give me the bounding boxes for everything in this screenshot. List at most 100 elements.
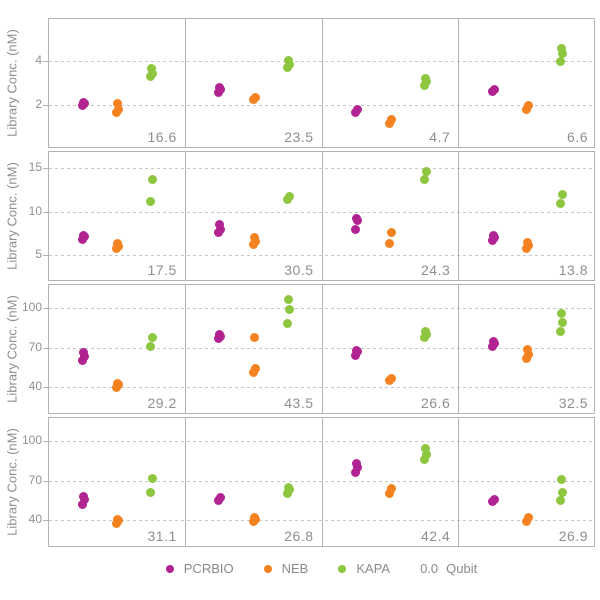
data-point-pcrbio xyxy=(216,224,226,234)
gridline xyxy=(49,520,594,522)
gridline xyxy=(49,211,594,213)
qubit-value-label: 42.4 xyxy=(421,528,451,544)
data-point-kapa xyxy=(558,189,568,199)
gridline xyxy=(49,480,594,482)
data-point-pcrbio xyxy=(352,214,362,224)
facet-panel: 26.6 xyxy=(323,285,460,413)
kapa-dot-icon xyxy=(338,564,347,573)
pcrbio-dot-icon xyxy=(165,564,174,573)
data-point-pcrbio xyxy=(77,500,87,510)
facet-panel: 13.8 xyxy=(459,152,596,280)
data-point-neb xyxy=(112,239,122,249)
data-point-pcrbio xyxy=(488,336,498,346)
facet-panel: 26.9 xyxy=(459,418,596,546)
data-point-neb xyxy=(250,92,260,102)
legend-item-kapa: KAPA xyxy=(338,561,390,576)
qubit-value-label: 31.1 xyxy=(147,528,177,544)
qubit-value-label: 13.8 xyxy=(558,262,588,278)
y-tick-label: 10 xyxy=(28,203,42,218)
qubit-value-label: 16.6 xyxy=(147,129,177,145)
data-point-kapa xyxy=(148,175,158,185)
legend-item-pcrbio: PCRBIO xyxy=(165,561,234,576)
facet-row: 16.6 23.5 4.7 6.6 xyxy=(48,18,595,148)
data-point-kapa xyxy=(284,304,294,314)
data-point-neb xyxy=(249,513,259,523)
qubit-value-label: 32.5 xyxy=(558,395,588,411)
y-tick-mark xyxy=(43,520,48,522)
data-point-kapa xyxy=(284,192,294,202)
data-point-pcrbio xyxy=(79,352,89,362)
qubit-format-value: 0.0 xyxy=(420,561,439,576)
data-point-kapa xyxy=(283,55,293,65)
data-point-pcrbio xyxy=(78,98,88,107)
data-point-pcrbio xyxy=(489,494,499,504)
facet-panel: 16.6 xyxy=(49,19,186,147)
data-point-pcrbio xyxy=(352,458,362,468)
data-point-pcrbio xyxy=(352,345,362,355)
legend-label-neb: NEB xyxy=(281,561,309,576)
data-point-neb xyxy=(249,233,259,243)
data-point-kapa xyxy=(282,489,292,499)
data-point-neb xyxy=(112,99,122,109)
data-point-kapa xyxy=(420,327,430,337)
facet-panel: 29.2 xyxy=(49,285,186,413)
data-point-kapa xyxy=(558,317,568,327)
data-point-kapa xyxy=(420,74,430,84)
y-tick-mark xyxy=(43,480,48,482)
gridline xyxy=(49,255,594,256)
facet-panel: 24.3 xyxy=(323,152,460,280)
data-point-pcrbio xyxy=(353,104,363,114)
data-point-kapa xyxy=(557,474,567,484)
data-point-pcrbio xyxy=(77,356,87,366)
data-point-kapa xyxy=(421,449,431,459)
data-point-kapa xyxy=(556,56,566,66)
data-point-kapa xyxy=(148,332,158,342)
data-point-pcrbio xyxy=(488,231,498,241)
facet-panel: 43.5 xyxy=(186,285,323,413)
y-tick-mark xyxy=(43,387,48,389)
data-point-kapa xyxy=(282,319,292,329)
data-point-neb xyxy=(523,238,533,248)
y-tick-label: 70 xyxy=(28,339,42,354)
data-point-neb xyxy=(523,344,533,354)
qubit-value-label: 23.5 xyxy=(284,129,314,145)
facet-panel: 6.6 xyxy=(459,19,596,147)
data-point-neb xyxy=(524,513,534,523)
y-tick-label: 100 xyxy=(21,432,42,447)
facet-panel: 4.7 xyxy=(323,19,460,147)
data-point-neb xyxy=(387,373,397,383)
data-point-kapa xyxy=(556,327,566,337)
data-point-neb xyxy=(524,101,534,111)
y-tick-mark xyxy=(43,211,48,213)
legend-label-pcrbio: PCRBIO xyxy=(183,561,234,576)
qubit-label: Qubit xyxy=(446,561,478,576)
data-point-kapa xyxy=(146,488,156,498)
data-point-kapa xyxy=(558,49,568,59)
qubit-value-label: 30.5 xyxy=(284,262,314,278)
legend-label-kapa: KAPA xyxy=(356,561,391,576)
y-axis-title: Library Conc. (nM) xyxy=(4,29,20,137)
gridline xyxy=(49,61,594,63)
y-tick-mark xyxy=(43,61,48,63)
data-point-pcrbio xyxy=(78,230,88,240)
gridline xyxy=(49,347,594,349)
neb-dot-icon xyxy=(263,564,272,573)
qubit-value-label: 26.6 xyxy=(421,395,451,411)
y-tick-label: 40 xyxy=(28,512,42,527)
data-point-kapa xyxy=(419,454,429,464)
y-tick-label: 15 xyxy=(28,160,42,175)
data-point-kapa xyxy=(419,175,429,185)
data-point-neb xyxy=(524,349,534,359)
data-point-kapa xyxy=(420,444,430,454)
y-tick-mark xyxy=(43,104,48,106)
y-tick-label: 100 xyxy=(21,299,42,314)
qubit-value-label: 26.8 xyxy=(284,528,314,544)
data-point-pcrbio xyxy=(351,468,361,478)
facet-row: 29.2 43.5 26.6 32.5 xyxy=(48,284,595,414)
facet-row: 17.5 30.5 24.3 13.8 xyxy=(48,151,595,281)
qubit-value-label: 24.3 xyxy=(421,262,451,278)
data-point-pcrbio xyxy=(215,82,225,92)
y-tick-mark xyxy=(43,168,48,170)
qubit-value-label: 43.5 xyxy=(284,395,314,411)
data-point-kapa xyxy=(556,496,566,506)
